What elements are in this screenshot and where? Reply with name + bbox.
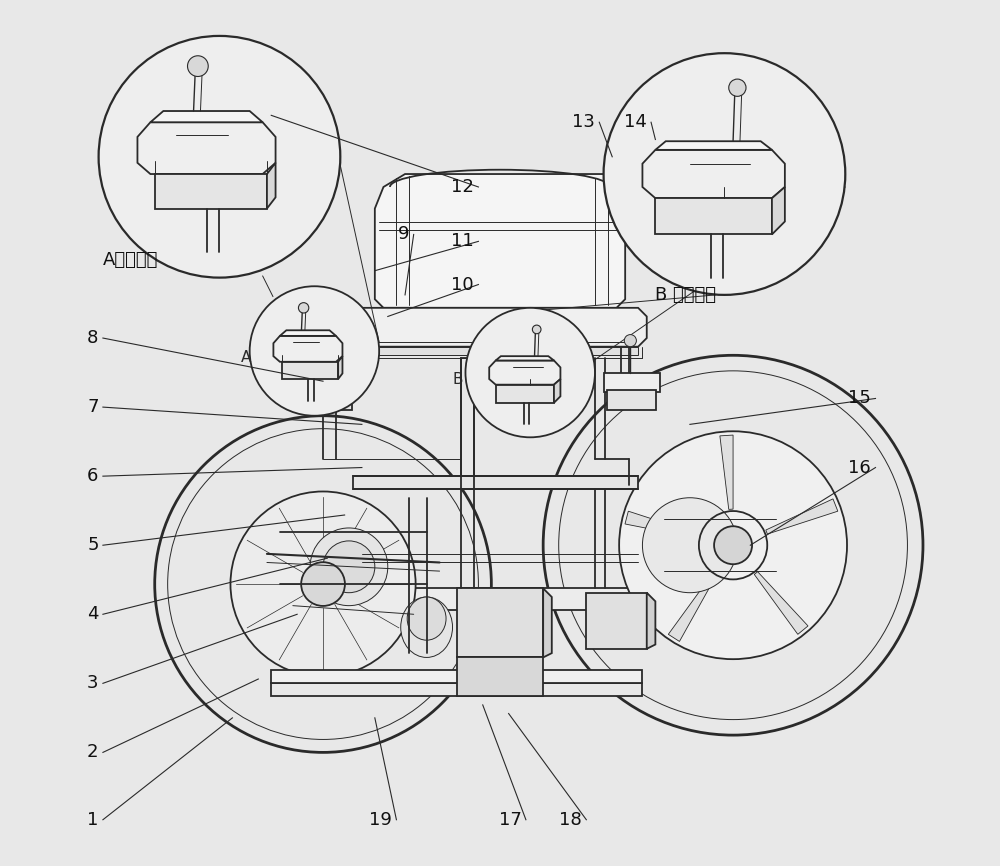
Circle shape (532, 325, 541, 333)
Circle shape (714, 527, 752, 565)
Text: 14: 14 (624, 113, 647, 132)
Polygon shape (489, 360, 560, 385)
Circle shape (301, 562, 345, 606)
Circle shape (624, 334, 636, 346)
Polygon shape (375, 174, 625, 307)
Circle shape (250, 287, 379, 416)
FancyBboxPatch shape (604, 373, 660, 392)
Polygon shape (353, 476, 638, 489)
FancyBboxPatch shape (607, 390, 656, 410)
Polygon shape (655, 198, 772, 235)
Text: 16: 16 (848, 458, 871, 476)
Polygon shape (461, 358, 474, 489)
Polygon shape (273, 336, 342, 362)
Text: 2: 2 (87, 743, 99, 761)
Polygon shape (319, 346, 638, 355)
Polygon shape (457, 657, 543, 696)
Text: A: A (241, 351, 251, 365)
Polygon shape (150, 111, 263, 122)
Polygon shape (155, 174, 267, 209)
Polygon shape (267, 163, 276, 209)
Circle shape (619, 431, 847, 659)
Text: 5: 5 (87, 536, 99, 554)
Circle shape (323, 338, 335, 350)
Polygon shape (720, 435, 733, 509)
Text: 11: 11 (451, 232, 474, 250)
Polygon shape (554, 379, 560, 403)
Polygon shape (137, 122, 276, 174)
Ellipse shape (401, 597, 453, 657)
Text: 18: 18 (559, 811, 582, 829)
Circle shape (298, 302, 309, 313)
Text: A局部视图: A局部视图 (103, 251, 158, 269)
Circle shape (99, 36, 340, 278)
Text: 17: 17 (499, 811, 522, 829)
Ellipse shape (407, 597, 446, 640)
FancyBboxPatch shape (586, 592, 647, 649)
Polygon shape (754, 572, 808, 634)
Text: 6: 6 (87, 467, 99, 485)
Text: 3: 3 (87, 675, 99, 692)
Circle shape (230, 492, 416, 676)
Polygon shape (310, 307, 647, 346)
Text: 19: 19 (369, 811, 392, 829)
Polygon shape (642, 150, 785, 198)
Polygon shape (766, 499, 838, 534)
Polygon shape (338, 356, 342, 379)
Text: B: B (453, 372, 463, 387)
Polygon shape (271, 670, 642, 683)
Text: 1: 1 (87, 811, 99, 829)
Polygon shape (668, 574, 716, 642)
Text: 4: 4 (87, 605, 99, 624)
Circle shape (729, 79, 746, 96)
Circle shape (310, 528, 388, 605)
Polygon shape (496, 356, 554, 360)
Polygon shape (625, 511, 699, 539)
Polygon shape (362, 588, 655, 610)
Circle shape (155, 416, 491, 753)
Polygon shape (647, 592, 655, 649)
FancyBboxPatch shape (303, 390, 352, 410)
Text: B 局部视图: B 局部视图 (655, 286, 716, 304)
Polygon shape (772, 187, 785, 235)
Text: 13: 13 (572, 113, 595, 132)
Polygon shape (282, 362, 338, 379)
Polygon shape (655, 141, 772, 150)
Circle shape (465, 307, 595, 437)
Text: 15: 15 (848, 390, 871, 408)
Circle shape (543, 355, 923, 735)
FancyBboxPatch shape (300, 373, 356, 392)
Circle shape (604, 53, 845, 295)
Circle shape (323, 541, 375, 592)
Polygon shape (280, 330, 336, 336)
Text: 8: 8 (87, 329, 99, 347)
Circle shape (188, 55, 208, 76)
Circle shape (642, 498, 737, 592)
Text: 12: 12 (451, 178, 474, 196)
Text: 7: 7 (87, 398, 99, 416)
FancyBboxPatch shape (457, 588, 543, 657)
Polygon shape (271, 683, 642, 696)
Polygon shape (543, 588, 552, 657)
Text: 10: 10 (451, 275, 474, 294)
Text: 9: 9 (398, 225, 409, 243)
Polygon shape (496, 385, 554, 403)
